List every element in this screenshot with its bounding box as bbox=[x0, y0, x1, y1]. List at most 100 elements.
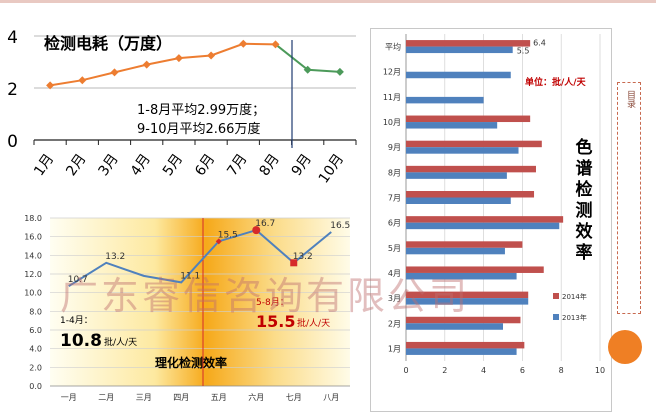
chart2-xtick-label: 四月 bbox=[173, 393, 189, 402]
chart3-category-label: 11月 bbox=[383, 93, 401, 102]
chart3-bar-2013 bbox=[406, 323, 503, 330]
chart2-ytick: 12.0 bbox=[24, 270, 42, 279]
chart3-bar-2013 bbox=[406, 298, 529, 305]
chart1-xtick-label: 10月 bbox=[316, 151, 347, 186]
chart2-data-label: 11.1 bbox=[180, 271, 200, 281]
chart2-ytick: 10.0 bbox=[24, 289, 42, 298]
chart2-point bbox=[215, 238, 222, 245]
chart3-bar-2014 bbox=[406, 140, 542, 148]
chart3-category-label: 4月 bbox=[388, 269, 401, 278]
chart3-category-label: 10月 bbox=[383, 118, 401, 127]
chart1-xtick-label: 3月 bbox=[96, 151, 122, 179]
chart3-category-label: 6月 bbox=[388, 219, 401, 228]
chart2-ytick: 18.0 bbox=[24, 214, 42, 223]
chart3-bar-2013 bbox=[406, 46, 513, 54]
side-tab[interactable] bbox=[617, 82, 641, 314]
chart3-xtick-label: 10 bbox=[595, 366, 605, 375]
orange-circle-decoration bbox=[608, 330, 642, 364]
chart3-bar-2014 bbox=[406, 266, 544, 273]
chart3-bar-2014 bbox=[406, 165, 536, 173]
chart1-point bbox=[303, 65, 312, 74]
chart1-point bbox=[335, 67, 344, 76]
chart2-ytick: 4.0 bbox=[29, 345, 42, 354]
chart1-point bbox=[207, 51, 216, 60]
chart2-xtick-label: 七月 bbox=[286, 393, 302, 402]
chart2-ytick: 0.0 bbox=[29, 382, 42, 391]
chart2-data-label: 15.5 bbox=[218, 230, 238, 240]
electricity-consumption-chart: 0 2 4 1月 2月 3月 4月 5月 6月 7月 8月 9月 10月 检测电耗（万度） 1-8月平… bbox=[7, 28, 357, 186]
chart1-xtick-label: 9月 bbox=[289, 151, 315, 179]
chart3-xtick-label: 2 bbox=[442, 366, 447, 375]
chart2-xtick-label: 一月 bbox=[61, 393, 77, 402]
chart3-legend-label: 2014年 bbox=[562, 292, 587, 301]
chart3-title-char: 谱 bbox=[576, 158, 593, 179]
chart2-xtick-label: 八月 bbox=[323, 393, 339, 402]
chart3-category-label: 8月 bbox=[388, 168, 401, 177]
physchem-efficiency-chart: 0.0 2.0 4.0 6.0 8.0 10.0 12.0 14.0 16.0 18.0 10.7… bbox=[24, 214, 350, 402]
chart3-xtick-label: 8 bbox=[559, 366, 564, 375]
chart2-period1-value: 10.8 bbox=[60, 331, 102, 351]
chart3-bar-2014 bbox=[406, 291, 529, 299]
chart3-bar-2013 bbox=[406, 348, 517, 355]
chart3-bar-2014 bbox=[406, 40, 531, 47]
chart3-title-char: 色 bbox=[576, 137, 593, 158]
chart2-period1-label: 1-4月： bbox=[60, 315, 93, 326]
chart2-data-label: 10.7 bbox=[68, 275, 88, 285]
chart1-xtick-label: 5月 bbox=[160, 151, 186, 179]
side-tab-label[interactable]: 目录 bbox=[625, 90, 635, 108]
chart2-period2-unit: 批/人/天 bbox=[297, 317, 330, 329]
chart3-value-label: 5.5 bbox=[517, 47, 530, 56]
top-border bbox=[0, 0, 656, 3]
chart2-data-label: 13.2 bbox=[105, 252, 125, 262]
chart3-category-label: 1月 bbox=[388, 344, 401, 353]
chart1-point bbox=[110, 68, 119, 77]
chart2-title: 理化检测效率 bbox=[155, 355, 227, 370]
chart3-category-label: 2月 bbox=[388, 319, 401, 328]
chart1-ytick: 4 bbox=[7, 28, 18, 48]
chart1-xtick-label: 4月 bbox=[128, 151, 154, 179]
chart3-xtick-label: 4 bbox=[481, 366, 486, 375]
chart3-legend-swatch bbox=[553, 314, 559, 320]
chart2-period2-label: 5-8月： bbox=[256, 297, 289, 308]
chart3-bar-2013 bbox=[406, 272, 517, 280]
chart1-point bbox=[174, 54, 183, 63]
chart2-data-label: 13.2 bbox=[293, 252, 313, 262]
chart2-series-line bbox=[68, 229, 332, 287]
chart3-category-label: 5月 bbox=[388, 244, 401, 253]
chart3-title-char: 检 bbox=[576, 179, 593, 200]
chart1-ytick: 2 bbox=[7, 80, 18, 100]
chart3-legend-swatch bbox=[553, 293, 559, 299]
chart2-period2-value: 15.5 bbox=[256, 312, 295, 331]
chart1-title: 检测电耗（万度） bbox=[44, 34, 172, 53]
chart1-point bbox=[142, 60, 151, 69]
chart2-data-label: 16.7 bbox=[255, 219, 275, 229]
chart3-bar-2013 bbox=[406, 71, 511, 79]
chart3-xtick-label: 6 bbox=[520, 366, 525, 375]
chart1-ytick: 0 bbox=[7, 132, 18, 152]
chart2-plot-background bbox=[50, 218, 350, 386]
chart2-xtick-label: 三月 bbox=[136, 393, 152, 402]
chart3-category-label: 9月 bbox=[388, 143, 401, 152]
chart3-bar-2014 bbox=[406, 241, 523, 248]
chart3-xtick-label: 0 bbox=[403, 366, 408, 375]
chart1-xtick-label: 6月 bbox=[192, 151, 218, 179]
chart2-point-min bbox=[290, 259, 298, 267]
chart1-point bbox=[271, 40, 280, 49]
chart3-category-label: 3月 bbox=[388, 294, 401, 303]
chart3-bar-2014 bbox=[406, 115, 531, 123]
company-watermark: 广东睿信咨询有限公司 bbox=[60, 274, 471, 318]
chart1-annotation-1: 1-8月平均2.99万度； bbox=[137, 102, 265, 118]
chart1-point bbox=[239, 39, 248, 48]
chart3-title-char: 效 bbox=[576, 221, 593, 242]
chart1-xtick-label: 1月 bbox=[31, 151, 57, 179]
chart1-xtick-label: 2月 bbox=[63, 151, 89, 179]
chart3-category-label: 7月 bbox=[388, 194, 401, 203]
chart3-bar-2013 bbox=[406, 247, 505, 255]
chart3-bar-2014 bbox=[406, 216, 564, 223]
chart2-xtick-label: 二月 bbox=[98, 393, 114, 402]
chart3-title-char: 率 bbox=[576, 242, 593, 263]
chart2-data-label: 16.5 bbox=[330, 221, 350, 231]
chart3-bar-2013 bbox=[406, 96, 484, 104]
chart3-bar-2013 bbox=[406, 172, 507, 179]
